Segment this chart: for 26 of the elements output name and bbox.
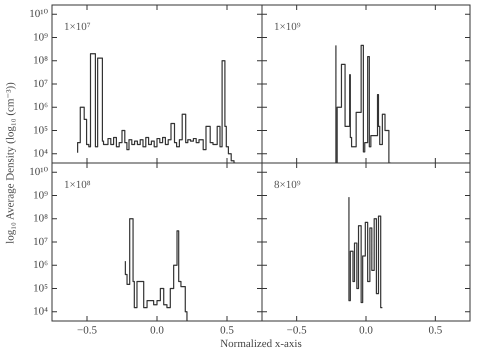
y-tick-label: 10⁸ [33, 212, 48, 225]
y-tick-label: 10⁸ [33, 54, 48, 67]
y-tick-label: 10⁴ [33, 148, 48, 160]
x-tick-label: 0.0 [359, 324, 374, 336]
y-tick-label: 10¹⁰ [29, 166, 49, 178]
x-tick-label: −0.5 [286, 324, 308, 336]
y-tick-label: 10⁷ [33, 78, 48, 90]
y-tick-label: 10⁹ [33, 31, 48, 44]
y-tick-label: 10⁶ [33, 101, 48, 114]
annotation: 8×10⁹ [274, 179, 301, 191]
x-tick-label: 0.0 [150, 324, 164, 336]
y-tick-label: 10⁹ [33, 189, 48, 202]
y-tick-label: 10⁶ [33, 259, 48, 272]
annotation: 1×10⁹ [274, 21, 301, 33]
y-tick-label: 10¹⁰ [29, 8, 49, 20]
x-axis-title: Normalized x-axis [219, 338, 303, 350]
y-tick-label: 10⁵ [33, 282, 48, 294]
y-axis-title: log₁₀ Average Density (log₁₀ (cm⁻³)) [4, 82, 16, 244]
annotation: 1×10⁸ [64, 179, 91, 191]
y-tick-label: 10⁷ [33, 236, 48, 248]
y-tick-label: 10⁵ [33, 124, 48, 136]
x-tick-label: 0.5 [428, 324, 443, 336]
x-tick-label: 0.5 [220, 324, 234, 336]
x-tick-label: −0.5 [77, 324, 98, 336]
annotation: 1×10⁷ [64, 21, 91, 33]
y-tick-label: 10⁴ [33, 306, 48, 318]
